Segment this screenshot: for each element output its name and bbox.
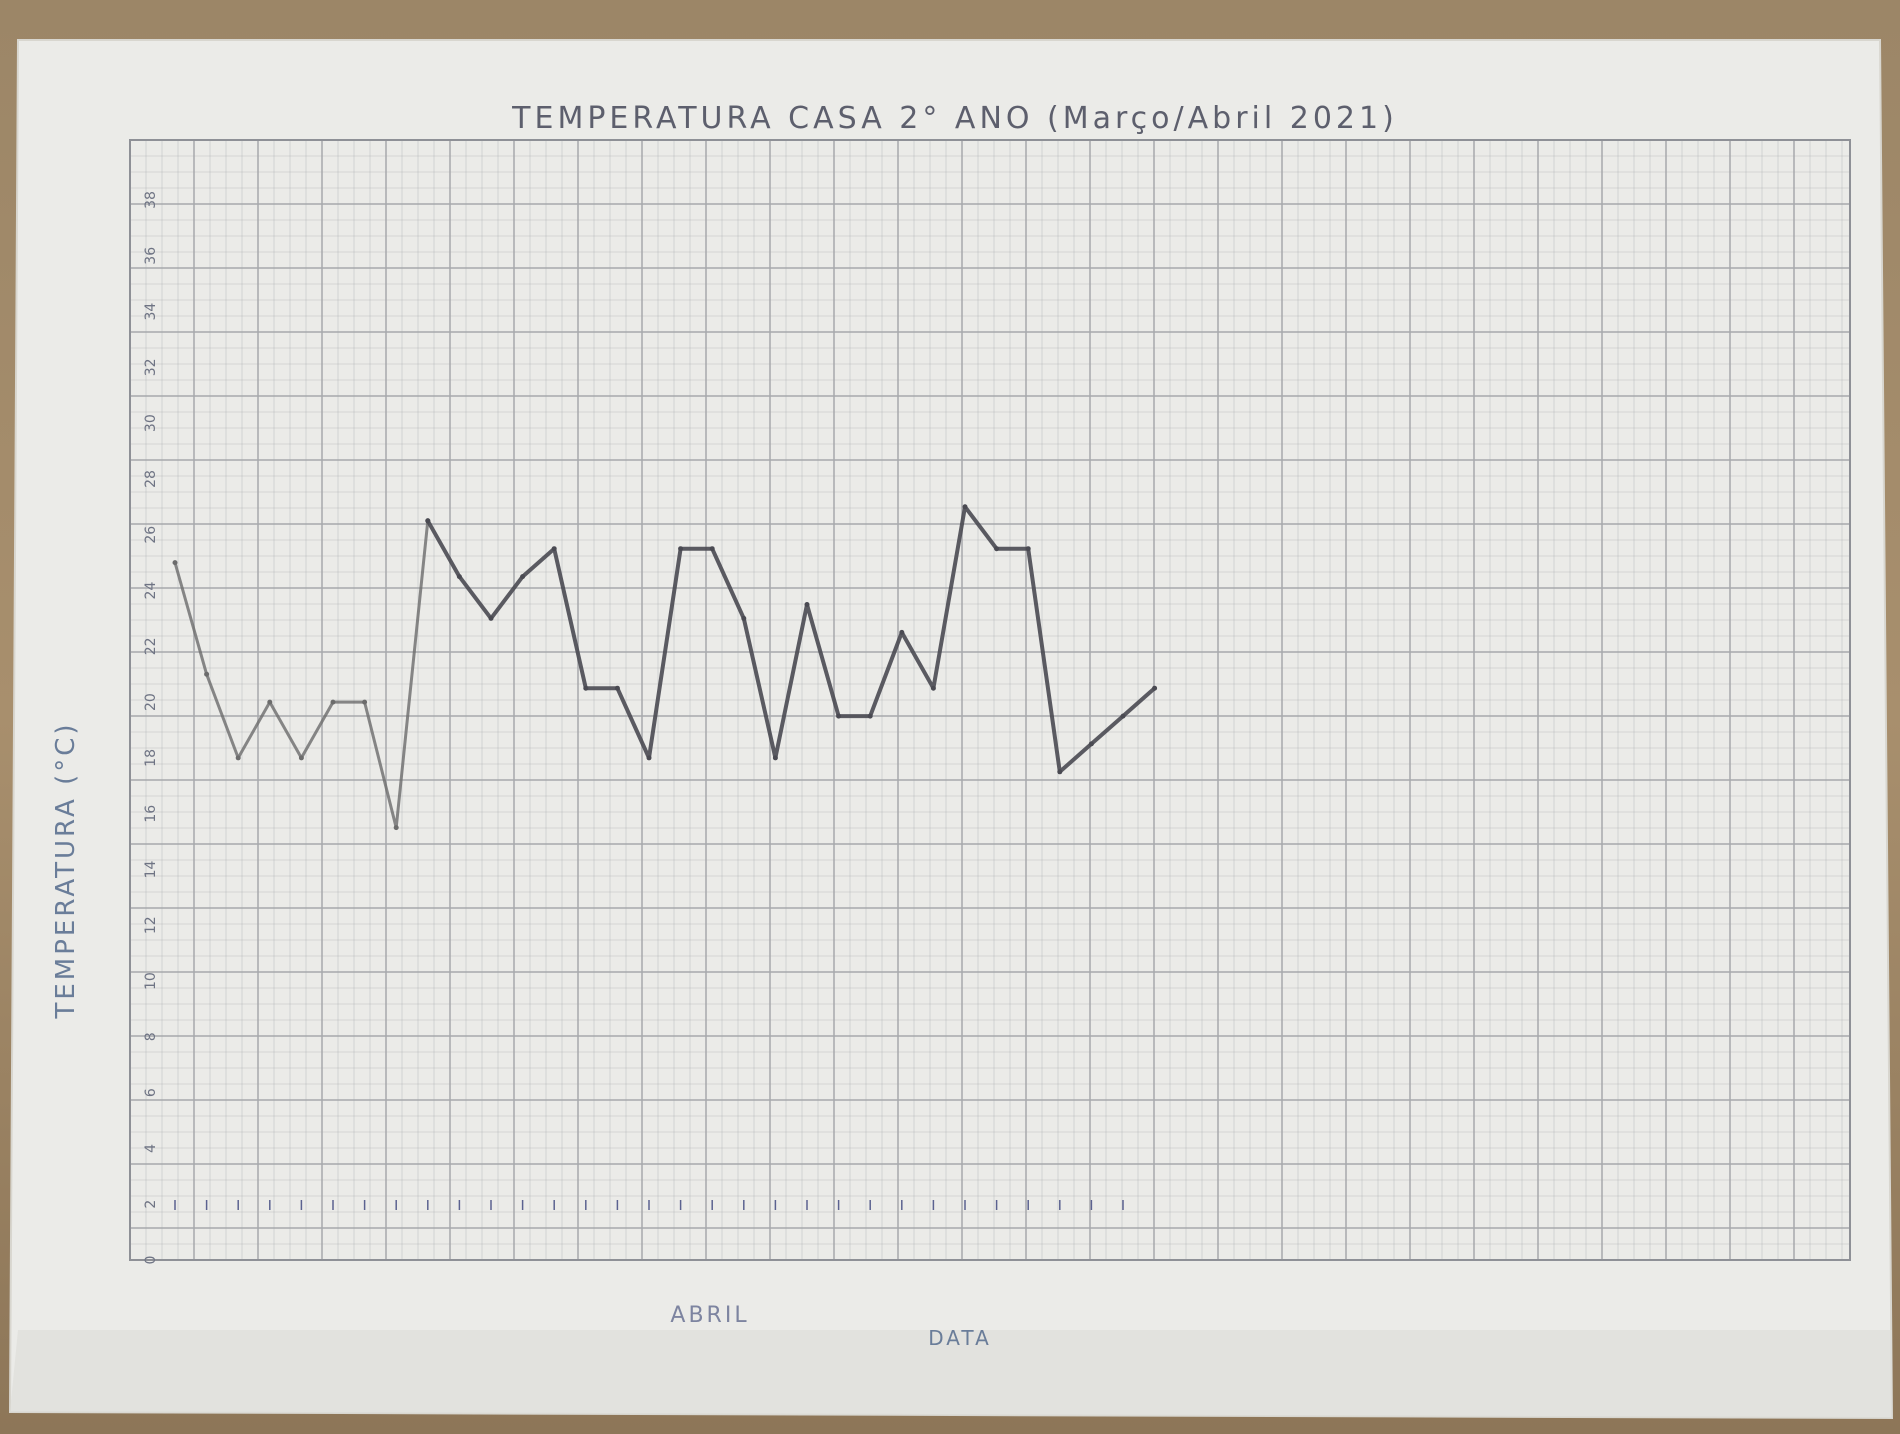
data-point (709, 546, 715, 552)
y-tick-label: 30 (143, 414, 159, 432)
data-point (741, 615, 747, 621)
data-point (456, 574, 462, 580)
data-point (551, 546, 557, 552)
data-point (298, 755, 304, 761)
y-tick-label: 18 (143, 749, 159, 767)
y-tick-label: 26 (143, 526, 159, 544)
data-point (994, 546, 1000, 552)
series-line-2 (425, 504, 1157, 774)
data-point (1088, 741, 1094, 747)
data-series (172, 504, 1158, 831)
data-point (520, 574, 526, 580)
y-tick-label: 2 (143, 1200, 159, 1209)
data-point (962, 504, 968, 510)
data-point (772, 755, 778, 761)
y-tick-label: 32 (143, 358, 159, 376)
y-tick-label: 22 (143, 637, 159, 655)
data-point (804, 602, 810, 607)
y-tick-label: 4 (143, 1144, 159, 1153)
data-point (393, 825, 399, 831)
data-point (678, 546, 684, 552)
data-point (867, 713, 873, 719)
y-tick-label: 10 (143, 972, 159, 990)
data-point (267, 699, 273, 705)
data-point (235, 755, 241, 761)
y-axis-label: TEMPERATURA (°C) (51, 721, 81, 1019)
y-tick-label: 0 (143, 1256, 159, 1265)
data-point (204, 671, 210, 677)
chart-title: TEMPERATURA CASA 2° ANO (Março/Abril 202… (511, 101, 1398, 136)
data-point (583, 685, 589, 691)
x-axis-label: DATA (928, 1326, 992, 1350)
y-tick-label: 24 (143, 582, 159, 600)
data-point (330, 699, 336, 705)
y-tick-label: 36 (143, 247, 159, 265)
data-point (488, 615, 494, 621)
y-tick-label: 28 (143, 470, 159, 488)
y-tick-label: 34 (143, 303, 159, 321)
data-point (899, 629, 905, 635)
y-tick-label: 38 (143, 191, 159, 209)
data-point (1025, 546, 1031, 552)
data-point (614, 685, 620, 691)
x-axis-note: ABRIL (670, 1303, 749, 1328)
data-point (646, 755, 652, 761)
data-point (1057, 769, 1063, 775)
y-tick-label: 20 (143, 693, 159, 711)
y-tick-label: 16 (143, 805, 159, 823)
data-point (425, 518, 431, 524)
data-point (362, 699, 368, 705)
grid-lines (129, 139, 1850, 1261)
y-tick-label: 14 (143, 860, 159, 878)
data-point (172, 560, 178, 566)
x-tick-marks (174, 1200, 1124, 1210)
data-point (1152, 685, 1158, 691)
data-point (1120, 713, 1126, 719)
y-tick-label: 6 (143, 1088, 159, 1097)
y-tick-label: 8 (143, 1032, 159, 1041)
data-point (930, 685, 936, 691)
paper-shadow (10, 1330, 1892, 1418)
y-tick-label: 12 (143, 916, 159, 934)
data-point (836, 713, 842, 719)
plot-frame (129, 139, 1851, 1261)
paper-sheet (8, 39, 1894, 1420)
